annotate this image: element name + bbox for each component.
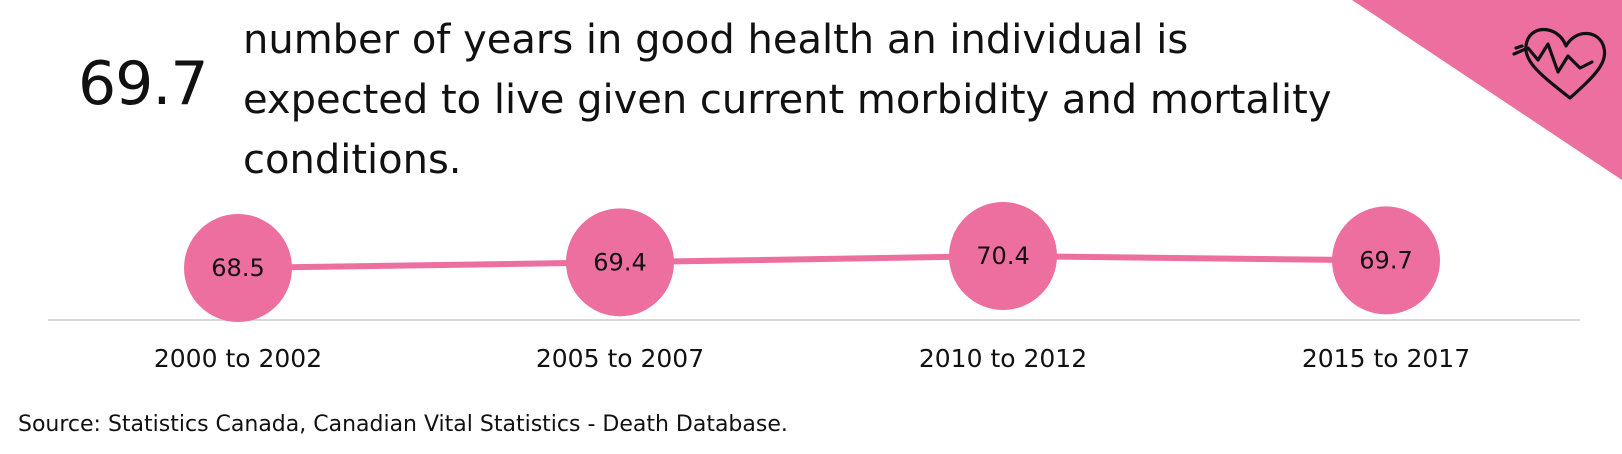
data-point [184, 214, 292, 322]
data-point [566, 208, 674, 317]
line-chart: 68.5 2000 to 2002 69.4 2005 to 2007 70.4 2010… [48, 202, 1580, 373]
series-line [235, 252, 1389, 271]
corner-banner [1352, 0, 1622, 180]
data-label: 69.7 [1359, 246, 1412, 274]
data-label: 70.4 [976, 242, 1029, 270]
x-tick-label: 2010 to 2012 [919, 344, 1087, 373]
corner-triangle [1352, 0, 1622, 180]
x-tick-label: 2015 to 2017 [1302, 344, 1470, 373]
data-label: 68.5 [211, 254, 264, 282]
data-point [949, 202, 1057, 310]
headline-description: number of years in good health an indivi… [243, 17, 1332, 183]
data-point [1332, 206, 1440, 315]
x-tick-label: 2000 to 2002 [154, 344, 322, 373]
source-note: Source: Statistics Canada, Canadian Vita… [18, 412, 788, 437]
headline-value: 69.7 [78, 49, 209, 119]
x-tick-label: 2005 to 2007 [536, 344, 704, 373]
heart-with-pulse-icon [1512, 28, 1607, 100]
data-label: 69.4 [593, 248, 646, 276]
